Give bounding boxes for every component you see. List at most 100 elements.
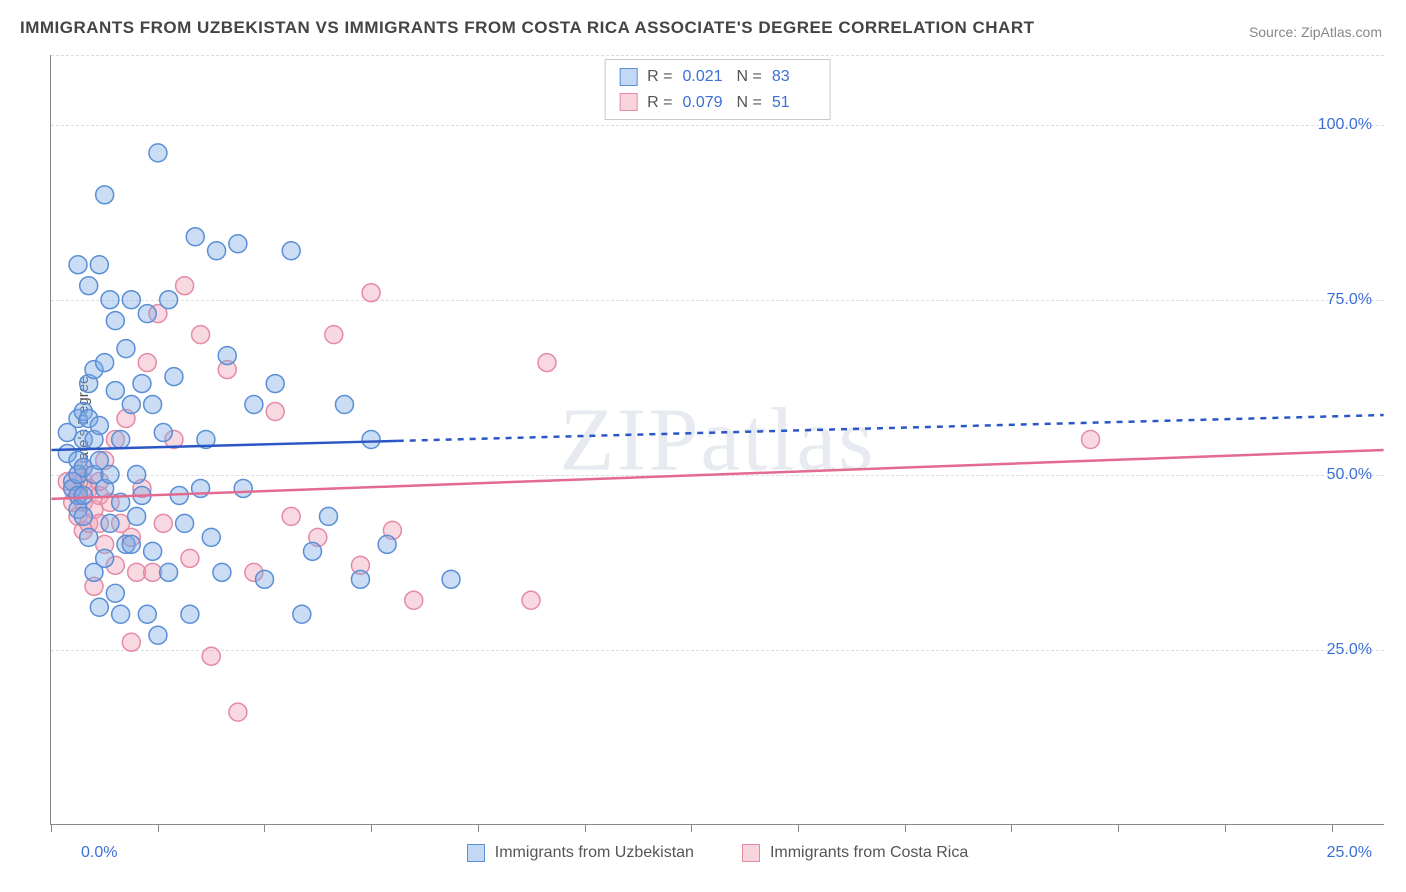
x-tick (478, 824, 479, 832)
legend-label-uzbekistan: Immigrants from Uzbekistan (495, 844, 694, 862)
data-point (351, 570, 369, 588)
legend-R-uzbekistan: 0.021 (683, 64, 727, 90)
data-point (117, 340, 135, 358)
data-point (74, 507, 92, 525)
data-point (112, 493, 130, 511)
data-point (122, 535, 140, 553)
data-point (293, 605, 311, 623)
legend-swatch-uzbekistan (619, 68, 637, 86)
data-point (96, 354, 114, 372)
x-tick (1011, 824, 1012, 832)
legend-N-costarica: 51 (772, 90, 816, 116)
data-point (160, 291, 178, 309)
legend-label-costarica: Immigrants from Costa Rica (770, 844, 968, 862)
correlation-legend-box: R = 0.021 N = 83 R = 0.079 N = 51 (604, 59, 831, 120)
data-point (442, 570, 460, 588)
data-point (138, 305, 156, 323)
data-point (538, 354, 556, 372)
data-point (138, 354, 156, 372)
data-point (128, 507, 146, 525)
data-point (176, 514, 194, 532)
data-point (154, 424, 172, 442)
data-point (282, 242, 300, 260)
legend-swatch-costarica (619, 93, 637, 111)
data-point (149, 626, 167, 644)
data-point (181, 549, 199, 567)
data-point (128, 465, 146, 483)
data-point (362, 431, 380, 449)
data-point (304, 542, 322, 560)
data-point (74, 486, 92, 504)
data-point (133, 375, 151, 393)
data-point (165, 368, 183, 386)
data-point (405, 591, 423, 609)
x-tick (1225, 824, 1226, 832)
data-point (112, 605, 130, 623)
data-point (213, 563, 231, 581)
data-point (186, 228, 204, 246)
data-point (234, 479, 252, 497)
data-point (229, 235, 247, 253)
data-point (80, 277, 98, 295)
data-point (144, 396, 162, 414)
x-tick (371, 824, 372, 832)
scatter-points-layer (51, 55, 1384, 824)
data-point (319, 507, 337, 525)
data-point (218, 347, 236, 365)
x-tick (585, 824, 586, 832)
data-point (208, 242, 226, 260)
data-point (192, 479, 210, 497)
data-point (378, 535, 396, 553)
legend-R-label: R = (647, 90, 672, 116)
data-point (522, 591, 540, 609)
data-point (181, 605, 199, 623)
data-point (170, 486, 188, 504)
legend-N-uzbekistan: 83 (772, 64, 816, 90)
data-point (101, 465, 119, 483)
data-point (256, 570, 274, 588)
data-point (101, 514, 119, 532)
legend-N-label: N = (737, 90, 762, 116)
data-point (229, 703, 247, 721)
data-point (80, 528, 98, 546)
data-point (138, 605, 156, 623)
data-point (90, 256, 108, 274)
data-point (122, 396, 140, 414)
data-point (133, 486, 151, 504)
data-point (144, 542, 162, 560)
data-point (192, 326, 210, 344)
data-point (106, 382, 124, 400)
data-point (90, 598, 108, 616)
data-point (122, 291, 140, 309)
x-tick (691, 824, 692, 832)
data-point (122, 633, 140, 651)
x-tick (798, 824, 799, 832)
data-point (90, 417, 108, 435)
x-tick (1118, 824, 1119, 832)
data-point (197, 431, 215, 449)
legend-N-label: N = (737, 64, 762, 90)
data-point (96, 549, 114, 567)
x-tick (51, 824, 52, 832)
legend-swatch-costarica (742, 844, 760, 862)
legend-R-label: R = (647, 64, 672, 90)
data-point (106, 312, 124, 330)
data-point (202, 647, 220, 665)
data-point (149, 144, 167, 162)
source-attribution: Source: ZipAtlas.com (1249, 24, 1382, 40)
legend-R-costarica: 0.079 (683, 90, 727, 116)
x-tick (1332, 824, 1333, 832)
data-point (1082, 431, 1100, 449)
data-point (112, 431, 130, 449)
data-point (96, 186, 114, 204)
data-point (335, 396, 353, 414)
data-point (362, 284, 380, 302)
data-point (176, 277, 194, 295)
data-point (325, 326, 343, 344)
data-point (266, 403, 284, 421)
plot-area: Associate's Degree 25.0%50.0%75.0%100.0%… (50, 55, 1384, 825)
data-point (106, 584, 124, 602)
legend-swatch-uzbekistan (467, 844, 485, 862)
data-point (202, 528, 220, 546)
x-tick (158, 824, 159, 832)
